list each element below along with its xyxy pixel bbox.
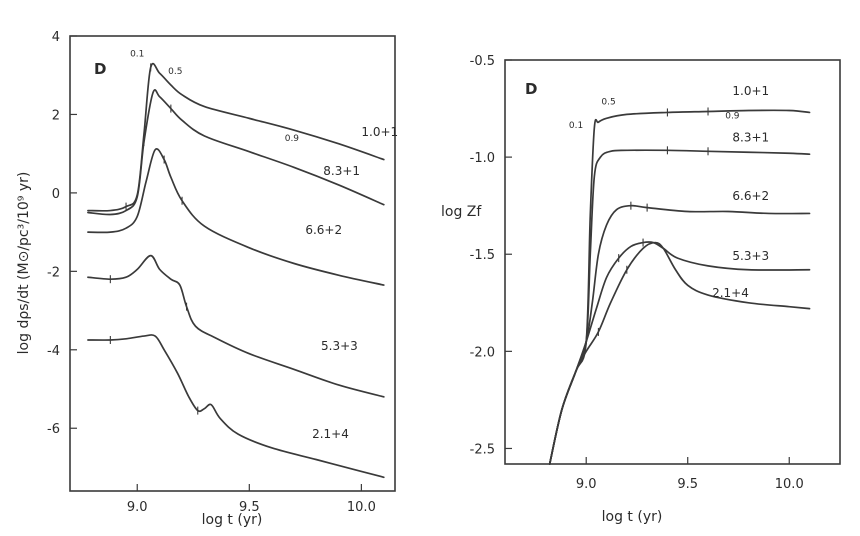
- right-y-tick-label: -2.5: [470, 442, 495, 457]
- right-annotation-0: 0.1: [569, 121, 583, 131]
- left-series-label-1: 8.3+1: [323, 164, 360, 178]
- right-series-line-1: [548, 149, 811, 465]
- left-y-tick-label: -4: [47, 344, 60, 359]
- left-annotation-1: 0.5: [168, 67, 182, 77]
- left-x-axis-label: log t (yr): [202, 512, 263, 528]
- right-series-lines: [548, 107, 811, 465]
- left-annotation-0: 0.1: [130, 50, 144, 60]
- right-x-tick-label: 9.5: [677, 477, 698, 492]
- left-series-line-2: [87, 148, 385, 286]
- right-y-tick-label: -1.5: [470, 248, 495, 263]
- left-series-label-3: 5.3+3: [321, 339, 358, 353]
- left-y-tick-label: -6: [47, 422, 60, 437]
- right-series-labels: 1.0+1 8.3+1 6.6+2 5.3+3 2.1+4 0.1 0.5 0.9: [569, 84, 769, 300]
- right-axis-ticks: 9.0 9.5 10.0 -0.5 -1.0 -1.5 -2.0 -2.5: [470, 54, 804, 492]
- left-series-line-0: [87, 62, 385, 212]
- left-series-labels: 1.0+1 8.3+1 6.6+2 5.3+3 2.1+4 0.1 0.5 0.9: [130, 50, 398, 442]
- left-x-tick-label: 10.0: [347, 500, 376, 515]
- left-axis-ticks: 9.0 9.5 10.0 4 2 0 -2 -4 -6: [47, 30, 376, 515]
- right-annotation-2: 0.9: [725, 111, 740, 121]
- left-y-axis-label: log dρs/dt (M⊙/pc³/10⁹ yr): [16, 172, 32, 355]
- right-x-axis-label: log t (yr): [602, 509, 663, 525]
- right-panel: D log t (yr) log Zf 9.0 9.5 10.0 -0.5 -1.0 -1…: [441, 54, 841, 525]
- left-panel-label: D: [94, 60, 106, 78]
- left-y-tick-label: 0: [52, 187, 60, 202]
- left-y-tick-label: 2: [52, 108, 60, 123]
- right-series-label-0: 1.0+1: [732, 84, 769, 98]
- right-y-tick-label: -1.0: [470, 151, 495, 166]
- right-series-label-1: 8.3+1: [732, 131, 769, 145]
- left-x-tick-label: 9.0: [127, 500, 148, 515]
- right-annotation-1: 0.5: [601, 98, 615, 108]
- right-series-label-2: 6.6+2: [732, 189, 769, 203]
- right-y-tick-label: -0.5: [470, 54, 495, 69]
- left-series-line-1: [87, 89, 385, 216]
- right-y-axis-label: log Zf: [441, 204, 482, 220]
- left-x-tick-label: 9.5: [239, 500, 260, 515]
- left-series-label-2: 6.6+2: [305, 223, 342, 237]
- left-series-lines: [87, 62, 385, 479]
- left-y-tick-label: -2: [47, 265, 60, 280]
- left-series-line-4: [87, 334, 385, 479]
- right-plot-frame: [504, 59, 841, 465]
- right-y-tick-label: -2.0: [470, 345, 495, 360]
- left-y-tick-label: 4: [52, 30, 60, 45]
- right-series-line-3: [548, 241, 811, 465]
- left-annotation-2: 0.9: [285, 134, 300, 144]
- right-x-tick-label: 10.0: [775, 477, 804, 492]
- right-x-tick-label: 9.0: [576, 477, 597, 492]
- left-series-label-0: 1.0+1: [361, 125, 398, 139]
- left-plot-frame: [69, 35, 396, 492]
- right-series-label-4: 2.1+4: [712, 286, 749, 300]
- left-series-line-3: [87, 254, 385, 398]
- left-series-label-4: 2.1+4: [312, 427, 349, 441]
- right-series-label-3: 5.3+3: [732, 249, 769, 263]
- right-series-line-4: [548, 241, 811, 465]
- left-panel: D log t (yr) log dρs/dt (M⊙/pc³/10⁹ yr) …: [16, 30, 398, 528]
- right-panel-label: D: [525, 80, 537, 98]
